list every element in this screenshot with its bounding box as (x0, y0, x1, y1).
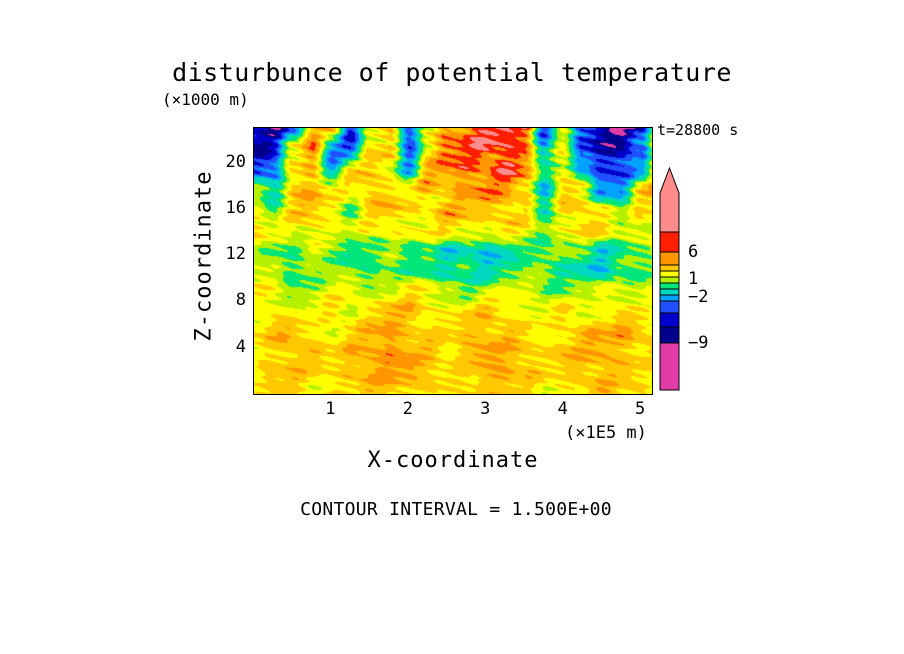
y-tick-label: 20 (225, 151, 246, 172)
x-tick-label: 5 (635, 399, 646, 419)
colorbar-segment (659, 312, 680, 328)
colorbar-segment (659, 231, 680, 253)
time-label: t=28800 s (657, 121, 739, 139)
colorbar-label: −9 (688, 333, 709, 353)
y-axis-unit-label: (×1000 m) (162, 90, 249, 109)
x-tick-label: 2 (402, 399, 413, 419)
colorbar-segment (659, 276, 680, 284)
contour-field-canvas (254, 128, 652, 394)
contour-plot-area (253, 127, 653, 395)
x-tick-label: 3 (480, 399, 491, 419)
y-tick-label: 4 (235, 336, 246, 357)
y-tick-label: 16 (225, 197, 246, 218)
x-axis-unit-label: (×1E5 m) (565, 423, 647, 443)
x-tick-label: 1 (325, 399, 336, 419)
colorbar-segment (659, 342, 680, 391)
y-tick-label: 12 (225, 244, 246, 265)
colorbar-segment (659, 270, 680, 278)
colorbar-segment (659, 264, 680, 272)
colorbar-arrow-segment (659, 166, 680, 233)
chart-title: disturbunce of potential temperature (172, 58, 732, 87)
y-tick-label: 8 (235, 290, 246, 311)
colorbar-segment (659, 294, 680, 302)
colorbar-label: −2 (688, 287, 709, 307)
colorbar-segment (659, 326, 680, 344)
colorbar-label: 6 (688, 242, 699, 262)
contour-interval-note: CONTOUR INTERVAL = 1.500E+00 (300, 499, 612, 520)
x-axis-label: X-coordinate (367, 448, 539, 473)
x-tick-label: 4 (557, 399, 568, 419)
colorbar-segment (659, 288, 680, 296)
colorbar (659, 166, 680, 391)
colorbar-label: 1 (688, 269, 699, 289)
colorbar-segment (659, 300, 680, 314)
colorbar-segment (659, 251, 680, 266)
colorbar-segment (659, 282, 680, 290)
